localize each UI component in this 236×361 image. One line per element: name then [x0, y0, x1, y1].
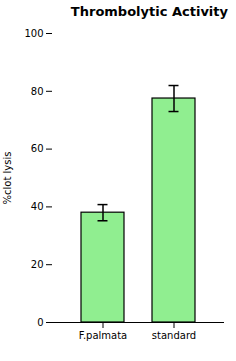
svg-text:20: 20 — [31, 259, 44, 270]
svg-text:%clot lysis: %clot lysis — [2, 152, 13, 205]
svg-text:0: 0 — [37, 317, 43, 328]
svg-text:60: 60 — [31, 143, 44, 154]
svg-text:100: 100 — [24, 28, 43, 39]
svg-text:F.palmata: F.palmata — [79, 330, 128, 341]
html-text:Thrombolytic Activity: Thrombolytic Activity — [70, 4, 228, 19]
svg-text:standard: standard — [152, 330, 196, 341]
svg-text:40: 40 — [31, 201, 44, 212]
svg-text:80: 80 — [31, 86, 44, 97]
